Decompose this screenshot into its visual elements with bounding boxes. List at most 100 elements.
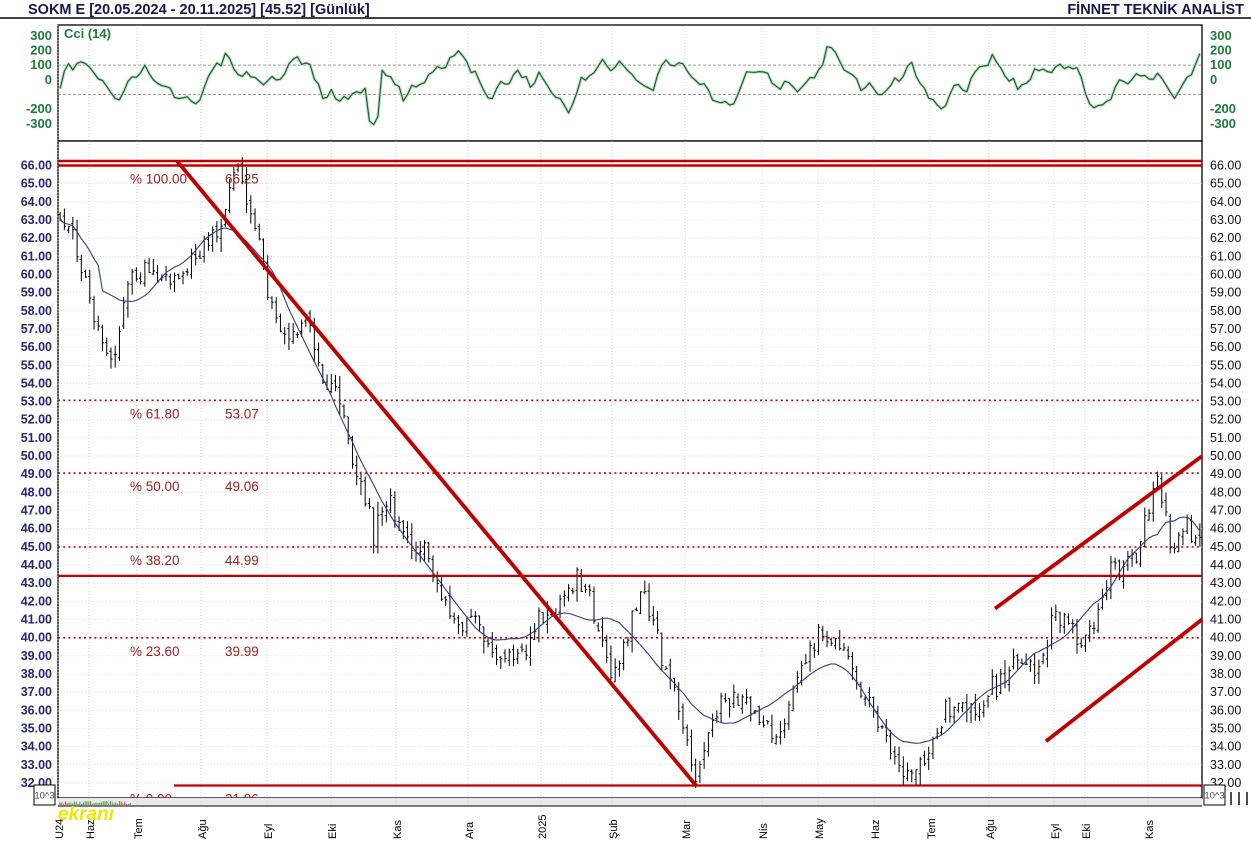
svg-text:61.00: 61.00 — [21, 249, 52, 263]
svg-text:39.00: 39.00 — [1210, 649, 1241, 663]
svg-text:63.00: 63.00 — [1210, 213, 1241, 227]
svg-text:41.00: 41.00 — [21, 613, 52, 627]
svg-text:SOKM E [20.05.2024 - 20.11.2: SOKM E [20.05.2024 - 20.11.2025] [45.52]… — [28, 2, 370, 18]
svg-text:42.00: 42.00 — [1210, 594, 1241, 608]
svg-text:41.00: 41.00 — [1210, 613, 1241, 627]
svg-text:38.00: 38.00 — [1210, 667, 1241, 681]
svg-text:34.00: 34.00 — [1210, 740, 1241, 754]
svg-text:Tem: Tem — [926, 818, 938, 839]
svg-text:Ara: Ara — [464, 821, 476, 839]
svg-text:-300: -300 — [1210, 116, 1236, 131]
svg-text:40.00: 40.00 — [21, 631, 52, 645]
svg-text:49.06: 49.06 — [225, 479, 259, 494]
svg-text:Eyl: Eyl — [1050, 824, 1062, 839]
svg-text:37.00: 37.00 — [21, 685, 52, 699]
svg-text:45.00: 45.00 — [1210, 540, 1241, 554]
svg-text:-200: -200 — [1210, 101, 1236, 116]
svg-text:49.00: 49.00 — [1210, 467, 1241, 481]
svg-text:Eyl: Eyl — [263, 824, 275, 839]
svg-text:200: 200 — [30, 43, 52, 58]
svg-text:43.00: 43.00 — [21, 576, 52, 590]
svg-text:Şub: Şub — [608, 819, 620, 839]
svg-text:50.00: 50.00 — [21, 449, 52, 463]
svg-text:66.25: 66.25 — [225, 172, 259, 187]
svg-text:44.00: 44.00 — [1210, 558, 1241, 572]
svg-text:Haz: Haz — [870, 819, 882, 839]
svg-text:-300: -300 — [26, 116, 52, 131]
svg-text:55.00: 55.00 — [1210, 358, 1241, 372]
svg-text:59.00: 59.00 — [1210, 286, 1241, 300]
svg-text:61.00: 61.00 — [1210, 249, 1241, 263]
svg-text:49.00: 49.00 — [21, 467, 52, 481]
svg-text:2025: 2025 — [537, 815, 549, 839]
svg-text:% 100.00: % 100.00 — [130, 172, 187, 187]
svg-text:% 50.00: % 50.00 — [130, 479, 180, 494]
svg-text:64.00: 64.00 — [1210, 195, 1241, 209]
svg-text:36.00: 36.00 — [1210, 703, 1241, 717]
svg-text:58.00: 58.00 — [1210, 304, 1241, 318]
svg-text:47.00: 47.00 — [1210, 504, 1241, 518]
svg-text:10^3: 10^3 — [1204, 791, 1224, 802]
svg-text:May: May — [814, 818, 826, 839]
svg-text:44.99: 44.99 — [225, 553, 259, 568]
svg-text:Haz: Haz — [85, 819, 97, 839]
svg-text:Ağu: Ağu — [985, 819, 997, 839]
svg-text:Eki: Eki — [1081, 824, 1093, 839]
svg-text:Tem: Tem — [133, 818, 145, 839]
svg-text:10^3: 10^3 — [34, 791, 54, 802]
svg-text:56.00: 56.00 — [21, 340, 52, 354]
svg-text:53.07: 53.07 — [225, 406, 259, 421]
svg-text:50.00: 50.00 — [1210, 449, 1241, 463]
svg-text:58.00: 58.00 — [21, 304, 52, 318]
svg-text:35.00: 35.00 — [21, 722, 52, 736]
svg-text:52.00: 52.00 — [21, 413, 52, 427]
svg-text:100: 100 — [1210, 57, 1232, 72]
svg-text:39.00: 39.00 — [21, 649, 52, 663]
svg-text:40.00: 40.00 — [1210, 631, 1241, 645]
svg-text:100: 100 — [30, 57, 52, 72]
svg-text:48.00: 48.00 — [1210, 485, 1241, 499]
svg-text:54.00: 54.00 — [21, 376, 52, 390]
svg-text:% 23.60: % 23.60 — [130, 644, 180, 659]
svg-text:39.99: 39.99 — [225, 644, 259, 659]
svg-text:0: 0 — [1210, 72, 1217, 87]
svg-text:43.00: 43.00 — [1210, 576, 1241, 590]
svg-text:0: 0 — [45, 72, 52, 87]
svg-text:56.00: 56.00 — [1210, 340, 1241, 354]
svg-text:Nis: Nis — [758, 823, 770, 839]
svg-text:36.00: 36.00 — [21, 703, 52, 717]
svg-text:200: 200 — [1210, 43, 1232, 58]
svg-text:Ağu: Ağu — [197, 819, 209, 839]
svg-text:% 61.80: % 61.80 — [130, 406, 180, 421]
svg-text:66.00: 66.00 — [21, 159, 52, 173]
svg-text:51.00: 51.00 — [21, 431, 52, 445]
svg-text:38.00: 38.00 — [21, 667, 52, 681]
svg-text:42.00: 42.00 — [21, 594, 52, 608]
svg-text:33.00: 33.00 — [1210, 758, 1241, 772]
svg-text:59.00: 59.00 — [21, 286, 52, 300]
svg-text:46.00: 46.00 — [21, 522, 52, 536]
svg-text:62.00: 62.00 — [21, 231, 52, 245]
svg-text:54.00: 54.00 — [1210, 376, 1241, 390]
svg-text:57.00: 57.00 — [1210, 322, 1241, 336]
svg-text:46.00: 46.00 — [1210, 522, 1241, 536]
svg-text:65.00: 65.00 — [21, 177, 52, 191]
svg-text:Mar: Mar — [681, 820, 693, 839]
svg-text:44.00: 44.00 — [21, 558, 52, 572]
svg-text:Kas: Kas — [1144, 820, 1156, 839]
svg-text:37.00: 37.00 — [1210, 685, 1241, 699]
svg-text:64.00: 64.00 — [21, 195, 52, 209]
svg-text:65.00: 65.00 — [1210, 177, 1241, 191]
svg-text:Eki: Eki — [327, 824, 339, 839]
svg-text:-200: -200 — [26, 101, 52, 116]
svg-text:Kas: Kas — [392, 820, 404, 839]
svg-text:60.00: 60.00 — [21, 268, 52, 282]
svg-text:63.00: 63.00 — [21, 213, 52, 227]
svg-text:47.00: 47.00 — [21, 504, 52, 518]
svg-text:57.00: 57.00 — [21, 322, 52, 336]
svg-text:300: 300 — [30, 28, 52, 43]
svg-text:300: 300 — [1210, 28, 1232, 43]
svg-text:53.00: 53.00 — [1210, 395, 1241, 409]
svg-text:53.00: 53.00 — [21, 395, 52, 409]
svg-text:% 38.20: % 38.20 — [130, 553, 180, 568]
